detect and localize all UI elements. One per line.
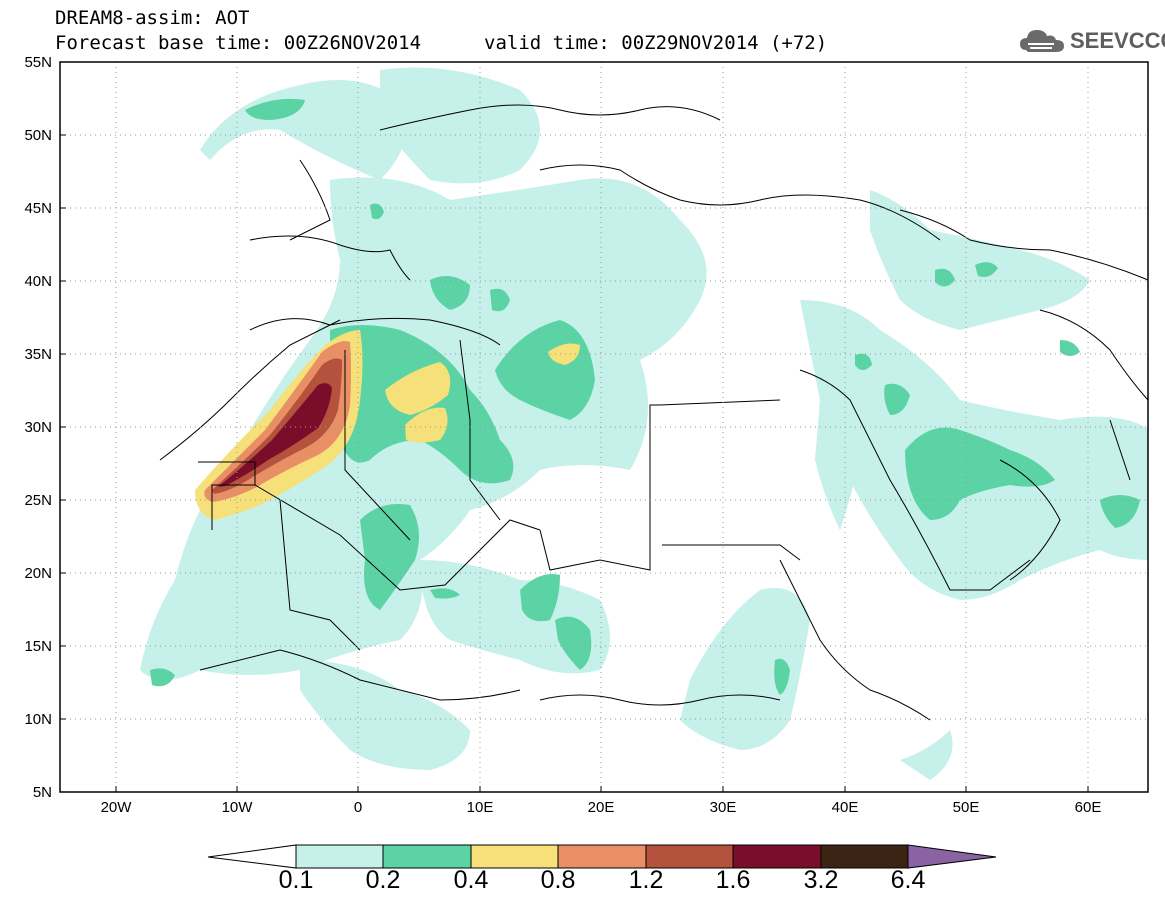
lon-label: 10E (466, 799, 494, 816)
lon-label: 30E (709, 799, 737, 816)
lat-label: 25N (24, 492, 52, 509)
colorbar-label: 3.2 (803, 866, 839, 894)
lat-label: 45N (24, 200, 52, 217)
colorbar-bin-0-8 (557, 844, 647, 869)
colorbar-label: 1.2 (628, 866, 664, 894)
aot-level-1-6 (218, 383, 332, 487)
colorbar-label: 0.8 (540, 866, 576, 894)
lon-label: 50E (952, 799, 980, 816)
lat-label: 5N (32, 784, 52, 801)
lon-label: 0 (353, 799, 363, 816)
colorbar-over (907, 844, 997, 869)
colorbar-bin-1-2 (645, 844, 734, 869)
graticule (60, 62, 1148, 792)
axis-ticks (60, 61, 1089, 793)
colorbar-under (207, 844, 297, 869)
aot-field (140, 67, 1148, 780)
colorbar-bin-1-6 (732, 844, 822, 869)
lat-label: 40N (24, 273, 52, 290)
colorbar-bin-0-2 (382, 844, 472, 869)
map-title: DREAM8-assim: AOT (55, 7, 250, 29)
country-borders (159, 104, 1148, 721)
colorbar-label: 6.4 (890, 866, 926, 894)
colorbar-label: 0.4 (453, 866, 489, 894)
cloud-icon (1020, 30, 1064, 52)
lat-label: 30N (24, 419, 52, 436)
colorbar-bin-0-1 (295, 844, 384, 869)
logo-text: SEEVCCC (1070, 28, 1165, 53)
lat-label: 15N (24, 638, 52, 655)
lat-label: 50N (24, 127, 52, 144)
colorbar-label: 0.2 (365, 866, 401, 894)
lat-label: 35N (24, 346, 52, 363)
lon-label: 20W (100, 799, 132, 816)
colorbar-label: 0.1 (278, 866, 314, 894)
colorbar-bin-3-2 (820, 844, 909, 869)
lon-label: 60E (1074, 799, 1102, 816)
aot-level-1-2 (212, 358, 342, 494)
seevccc-logo: SEEVCCC (1018, 22, 1165, 58)
lat-label: 55N (24, 54, 52, 71)
colorbar (207, 844, 997, 869)
forecast-base-time: Forecast base time: 00Z26NOV2014 (55, 32, 422, 54)
colorbar-label: 1.6 (715, 866, 751, 894)
colorbar-bin-0-4 (470, 844, 559, 869)
lat-label: 10N (24, 711, 52, 728)
lon-label: 40E (831, 799, 859, 816)
lat-label: 20N (24, 565, 52, 582)
valid-time: valid time: 00Z29NOV2014 (+72) (484, 32, 828, 54)
lon-label: 10W (221, 799, 253, 816)
lon-label: 20E (587, 799, 615, 816)
